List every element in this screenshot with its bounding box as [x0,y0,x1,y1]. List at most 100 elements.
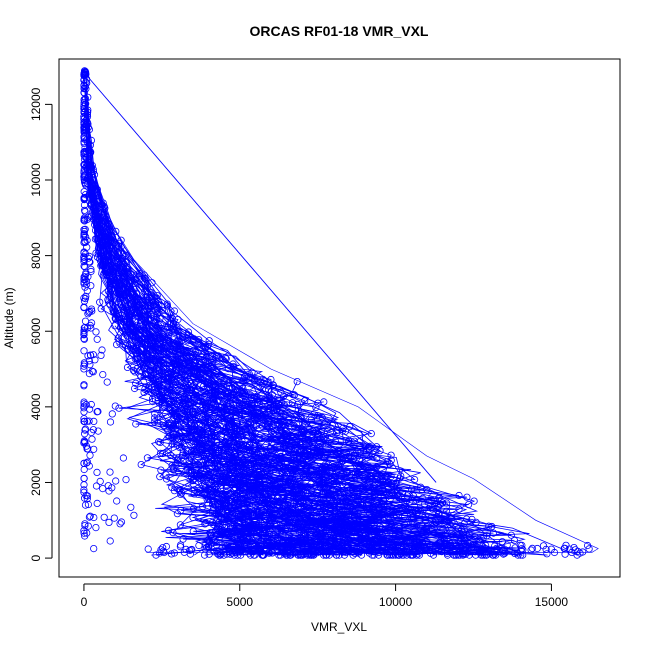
data-point [132,379,140,387]
data-point [230,493,238,502]
data-point [146,302,155,311]
data-point [438,499,447,507]
data-point [583,541,592,550]
data-point [230,450,238,458]
data-point [351,549,359,558]
data-point [98,257,106,265]
data-point [92,249,100,257]
data-point [190,382,198,390]
data-point [282,464,290,472]
data-point [401,503,409,511]
data-point [150,332,158,340]
trace-line [177,416,259,556]
plot-area [80,67,599,559]
data-point [215,512,223,520]
data-point [222,498,230,507]
data-point [132,420,140,428]
data-point [217,514,225,522]
data-point [265,530,273,539]
data-point [218,472,226,480]
data-point [224,432,232,440]
data-point [239,377,247,385]
data-point [80,138,88,146]
data-point [341,522,349,530]
data-point [179,535,187,543]
data-point [83,417,91,425]
data-point [279,443,287,451]
data-point [208,358,216,366]
data-point [231,386,239,394]
data-point [301,532,309,540]
data-point [156,473,164,481]
data-point [176,410,184,418]
data-point [292,488,300,496]
data-point [350,475,358,483]
data-point [155,379,163,387]
data-point [560,544,568,553]
data-point [80,148,88,156]
data-point [80,70,88,78]
data-point [246,418,254,426]
data-point [225,389,233,398]
data-point [450,551,458,559]
data-point [259,461,267,469]
data-point [260,459,268,468]
data-point [97,262,105,270]
data-point [307,416,316,424]
data-point [330,502,339,510]
data-point [290,509,298,518]
data-point [373,454,381,462]
data-point [304,549,313,558]
data-point [272,485,281,493]
data-point [462,515,471,523]
data-point [344,542,352,550]
data-point [189,411,197,419]
data-point [265,498,273,506]
data-point [309,551,317,559]
data-point [276,415,284,423]
data-point [440,535,448,543]
data-point [112,310,121,318]
data-point [280,511,288,520]
data-point [267,427,276,436]
data-point [325,551,333,559]
data-point [202,354,210,362]
data-point [395,525,403,533]
data-point [260,490,268,498]
data-point [132,290,141,298]
data-point [345,437,353,445]
data-point [364,444,372,452]
data-point [276,442,284,450]
data-point [543,550,551,558]
data-point [275,420,283,428]
data-point [390,512,398,521]
data-point [204,369,212,377]
data-point [447,514,456,522]
data-point [277,427,286,435]
data-point [103,272,111,280]
data-point [240,388,248,396]
data-point [208,381,216,389]
data-point [115,337,123,345]
data-point [318,546,326,554]
data-point [307,480,315,488]
data-point [279,495,287,503]
data-point [159,343,167,351]
data-point [210,390,218,398]
data-point [312,542,320,550]
data-point [436,542,445,551]
data-point [117,291,125,299]
y-axis: 0 2000 4000 6000 8000 10000 12000 [29,87,53,561]
data-point [236,546,244,554]
data-point [354,492,362,500]
data-point [205,484,213,492]
data-point [84,500,93,509]
data-point [183,408,191,416]
data-point [369,502,377,511]
data-point [365,509,373,517]
data-point [248,431,256,440]
data-point [100,203,108,211]
data-point [281,513,289,522]
data-point [167,352,175,361]
data-point [237,547,245,555]
